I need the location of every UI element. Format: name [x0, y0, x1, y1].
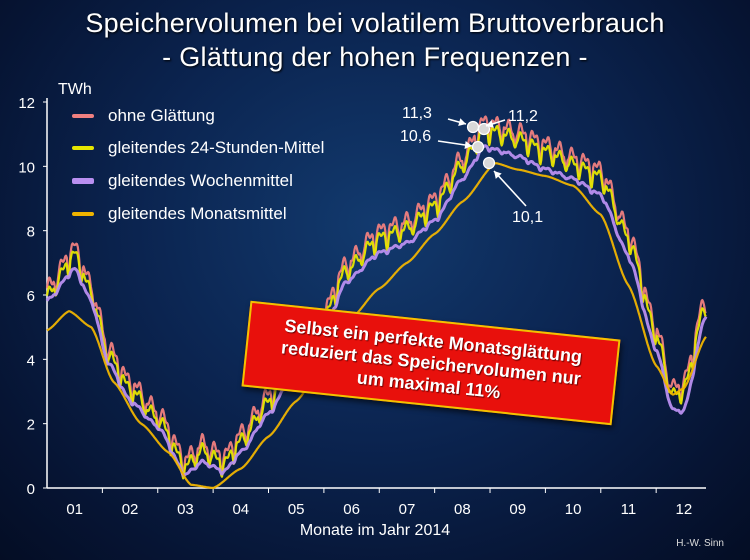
- series-line: [46, 162, 707, 490]
- annotation-marker: [482, 156, 496, 170]
- chart-title-line-2: - Glättung der hohen Frequenzen -: [162, 42, 588, 72]
- x-tick-label: 07: [399, 501, 416, 518]
- x-tick-label: 08: [454, 501, 471, 518]
- legend-item: gleitendes Wochenmittel: [72, 169, 293, 193]
- annotation-label: 10,1: [512, 209, 543, 226]
- x-tick-label: 04: [232, 501, 249, 518]
- x-tick-label: 11: [621, 501, 637, 518]
- y-axis-label: TWh: [58, 81, 92, 98]
- legend-label: ohne Glättung: [108, 106, 215, 125]
- y-tick-label: 6: [27, 288, 35, 305]
- series-line: [45, 144, 708, 478]
- x-tick-label: 09: [509, 501, 526, 518]
- legend-label: gleitendes Wochenmittel: [108, 171, 293, 190]
- y-tick-label: 4: [27, 352, 35, 369]
- legend-swatch: [72, 212, 94, 216]
- legend-swatch: [72, 146, 94, 150]
- legend-label: gleitendes 24-Stunden-Mittel: [108, 138, 325, 157]
- legend-swatch: [72, 114, 94, 118]
- author-credit: H.-W. Sinn: [676, 538, 724, 549]
- x-tick-label: 10: [565, 501, 582, 518]
- annotation-label: 10,6: [400, 128, 431, 145]
- annotation-arrowhead: [486, 120, 494, 128]
- x-tick-label: 05: [288, 501, 305, 518]
- x-tick-label: 12: [676, 501, 693, 518]
- annotation-marker: [471, 140, 485, 154]
- annotation-label: 11,2: [508, 108, 538, 125]
- legend-label: gleitendes Monatsmittel: [108, 204, 287, 223]
- annotation-marker: [466, 120, 480, 134]
- annotation-arrowhead: [494, 171, 502, 179]
- y-tick-label: 2: [27, 417, 35, 434]
- legend-item: gleitendes 24-Stunden-Mittel: [72, 136, 324, 160]
- x-axis-label: Monate im Jahr 2014: [299, 522, 451, 539]
- series-line: [45, 123, 707, 480]
- chart-title-line-1: Speichervolumen bei volatilem Bruttoverb…: [85, 8, 665, 38]
- x-tick-label: 01: [66, 501, 83, 518]
- annotation-arrowhead: [458, 118, 466, 126]
- x-tick-label: 06: [343, 501, 360, 518]
- legend-swatch: [72, 178, 94, 184]
- x-tick-label: 03: [177, 501, 194, 518]
- y-tick-label: 0: [27, 481, 35, 498]
- legend-item: gleitendes Monatsmittel: [72, 202, 287, 226]
- annotation-arrow: [493, 170, 527, 207]
- x-tick-label: 02: [122, 501, 139, 518]
- legend-item: ohne Glättung: [72, 104, 215, 128]
- y-tick-label: 8: [27, 224, 35, 241]
- y-tick-label: 12: [18, 95, 35, 112]
- y-tick-label: 10: [18, 159, 35, 176]
- annotation-arrowhead: [464, 141, 472, 149]
- annotation-label: 11,3: [402, 105, 432, 122]
